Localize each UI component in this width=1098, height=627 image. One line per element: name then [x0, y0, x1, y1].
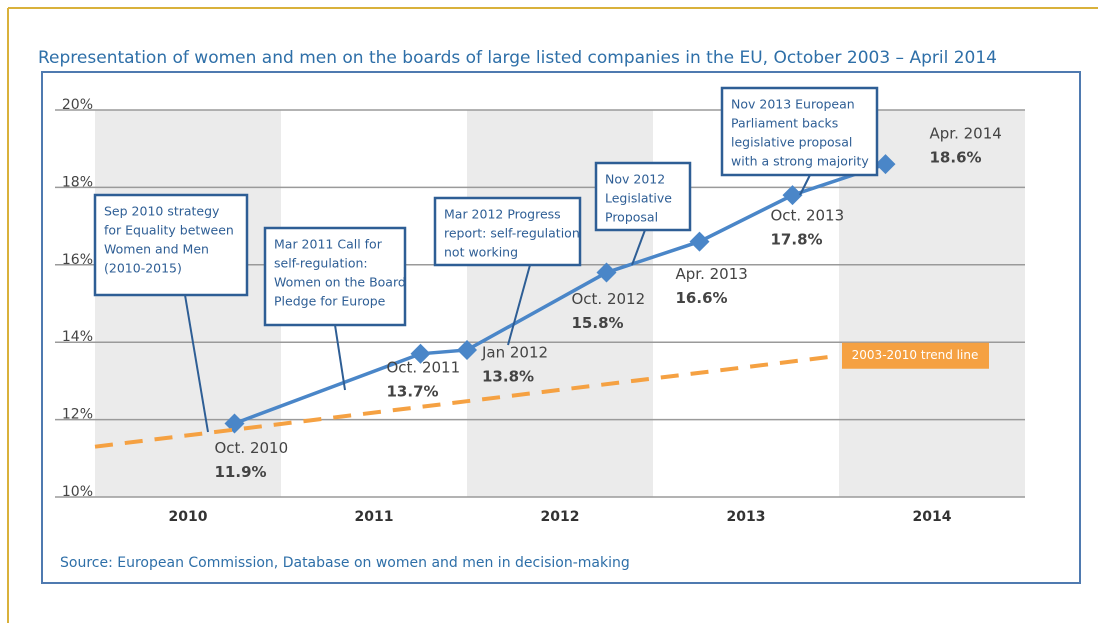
marker: [875, 154, 896, 175]
chart-title: Representation of women and men on the b…: [38, 48, 997, 68]
leader-line: [507, 264, 531, 346]
annotation-text: Nov 2012: [605, 172, 665, 187]
y-tick-label: 18%: [62, 174, 93, 190]
point-label: Oct. 2011: [387, 358, 461, 376]
point-label: Oct. 2010: [215, 439, 289, 457]
value-label: 13.8%: [482, 367, 534, 385]
y-tick-label: 16%: [62, 252, 93, 268]
y-tick-label: 12%: [62, 407, 93, 423]
marker: [689, 231, 710, 252]
y-tick-label: 20%: [62, 97, 93, 113]
annotation-text: self-regulation:: [274, 256, 368, 271]
annotation-text: Legislative: [605, 191, 672, 206]
x-tick-label: 2012: [541, 509, 580, 525]
annotation-text: Parliament backs: [731, 116, 838, 131]
annotation-text: Mar 2011 Call for: [274, 237, 383, 252]
point-label: Oct. 2012: [572, 290, 646, 308]
annotation-text: Sep 2010 strategy: [104, 204, 220, 219]
marker: [410, 343, 431, 364]
x-tick-label: 2010: [169, 509, 208, 525]
legend-label: 2003-2010 trend line: [852, 348, 979, 362]
x-tick-label: 2011: [355, 509, 394, 525]
x-tick-label: 2014: [913, 509, 952, 525]
annotation-text: Women on the Board: [274, 275, 406, 290]
annotation-text: Women and Men: [104, 242, 209, 257]
leader-line: [334, 324, 346, 391]
annotation-text: Mar 2012 Progress: [444, 207, 561, 222]
value-label: 13.7%: [387, 382, 439, 400]
trend-line: [94, 353, 840, 449]
annotation-box: [720, 86, 879, 177]
band: [95, 110, 281, 497]
leader-line: [184, 294, 209, 433]
marker: [596, 262, 617, 283]
annotation-text: not working: [444, 245, 518, 260]
annotation-text: legislative proposal: [731, 135, 852, 150]
value-label: 17.8%: [771, 231, 823, 249]
annotation-text: for Equality between: [104, 223, 234, 238]
source: Source: European Commission, Database on…: [60, 555, 630, 571]
point-label: Oct. 2013: [771, 207, 845, 225]
annotation-box: [594, 161, 692, 232]
annotation-text: Proposal: [605, 210, 658, 225]
annotation-text: (2010-2015): [104, 261, 182, 276]
legend-box: [842, 342, 989, 369]
annotation-box: [93, 193, 249, 297]
point-label: Apr. 2013: [676, 265, 748, 283]
point-label: Jan 2012: [481, 343, 548, 361]
marker: [457, 339, 477, 360]
value-label: 15.8%: [572, 314, 624, 332]
annotation-text: Pledge for Europe: [274, 294, 386, 309]
annotation-text: report: self-regulation: [444, 226, 580, 241]
y-tick-label: 10%: [62, 484, 93, 500]
value-label: 11.9%: [215, 463, 267, 481]
value-label: 16.6%: [676, 289, 728, 307]
annotation-box: [433, 196, 582, 267]
leader-line: [631, 229, 646, 266]
annotation-text: with a strong majority: [731, 154, 869, 169]
leader-line: [799, 174, 811, 196]
marker: [782, 185, 803, 206]
point-label: Apr. 2014: [930, 125, 1002, 143]
annotation-text: Nov 2013 European: [731, 97, 855, 112]
value-label: 18.6%: [930, 149, 982, 167]
annotation-box: [263, 226, 407, 327]
x-tick-label: 2013: [727, 509, 766, 525]
y-tick-label: 14%: [62, 329, 93, 345]
